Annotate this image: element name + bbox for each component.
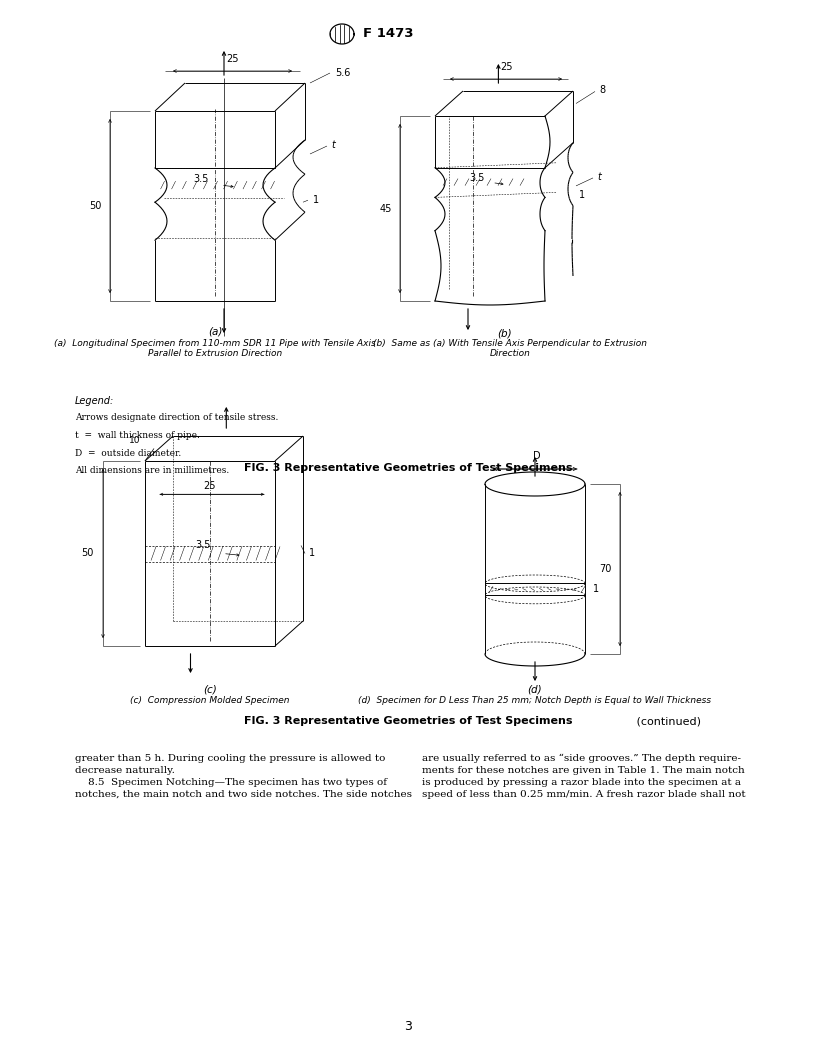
Text: 1: 1 xyxy=(593,584,599,595)
Text: 8: 8 xyxy=(599,86,605,95)
Text: (continued): (continued) xyxy=(633,716,701,727)
Text: (d)  Specimen for D Less Than 25 mm; Notch Depth is Equal to Wall Thickness: (d) Specimen for D Less Than 25 mm; Notc… xyxy=(358,696,712,705)
Text: t: t xyxy=(597,172,601,182)
Text: (d): (d) xyxy=(528,684,543,694)
Text: 70: 70 xyxy=(600,564,612,574)
Text: (b)  Same as (a) With Tensile Axis Perpendicular to Extrusion
Direction: (b) Same as (a) With Tensile Axis Perpen… xyxy=(373,339,647,358)
Text: 50: 50 xyxy=(81,548,93,559)
Text: 5.6: 5.6 xyxy=(335,68,350,78)
Text: 3: 3 xyxy=(404,1019,412,1033)
Text: FIG. 3 Representative Geometries of Test Specimens: FIG. 3 Representative Geometries of Test… xyxy=(244,463,572,473)
Text: (c): (c) xyxy=(203,684,217,694)
Text: D  =  outside diameter.: D = outside diameter. xyxy=(75,449,181,457)
Text: 1: 1 xyxy=(579,190,585,201)
Text: 50: 50 xyxy=(89,201,101,211)
Text: 1: 1 xyxy=(309,548,315,559)
Text: (a)  Longitudinal Specimen from 110-mm SDR 11 Pipe with Tensile Axis
Parallel to: (a) Longitudinal Specimen from 110-mm SD… xyxy=(54,339,376,358)
Text: greater than 5 h. During cooling the pressure is allowed to
decrease naturally.
: greater than 5 h. During cooling the pre… xyxy=(75,754,412,798)
Text: 10: 10 xyxy=(128,436,140,445)
Text: are usually referred to as “side grooves.” The depth require-
ments for these no: are usually referred to as “side grooves… xyxy=(422,754,746,798)
Text: (c)  Compression Molded Specimen: (c) Compression Molded Specimen xyxy=(131,696,290,705)
Text: t  =  wall thickness of pipe.: t = wall thickness of pipe. xyxy=(75,431,200,440)
Text: F 1473: F 1473 xyxy=(363,27,414,40)
Text: 25: 25 xyxy=(500,62,512,72)
Text: (a): (a) xyxy=(208,326,222,336)
Text: t: t xyxy=(331,140,335,150)
Text: 25: 25 xyxy=(204,482,216,491)
Text: All dimensions are in millimetres.: All dimensions are in millimetres. xyxy=(75,466,229,475)
Text: D: D xyxy=(533,451,541,461)
Text: 3.5: 3.5 xyxy=(469,172,485,183)
Text: 3.5: 3.5 xyxy=(196,541,211,550)
Text: (b): (b) xyxy=(498,328,512,338)
Text: Arrows designate direction of tensile stress.: Arrows designate direction of tensile st… xyxy=(75,414,278,422)
Text: Legend:: Legend: xyxy=(75,396,114,406)
Text: 1: 1 xyxy=(313,195,319,205)
Text: 3.5: 3.5 xyxy=(193,174,208,184)
Text: 25: 25 xyxy=(226,54,239,64)
Text: FIG. 3 Representative Geometries of Test Specimens: FIG. 3 Representative Geometries of Test… xyxy=(244,716,572,727)
Text: 45: 45 xyxy=(379,204,392,213)
